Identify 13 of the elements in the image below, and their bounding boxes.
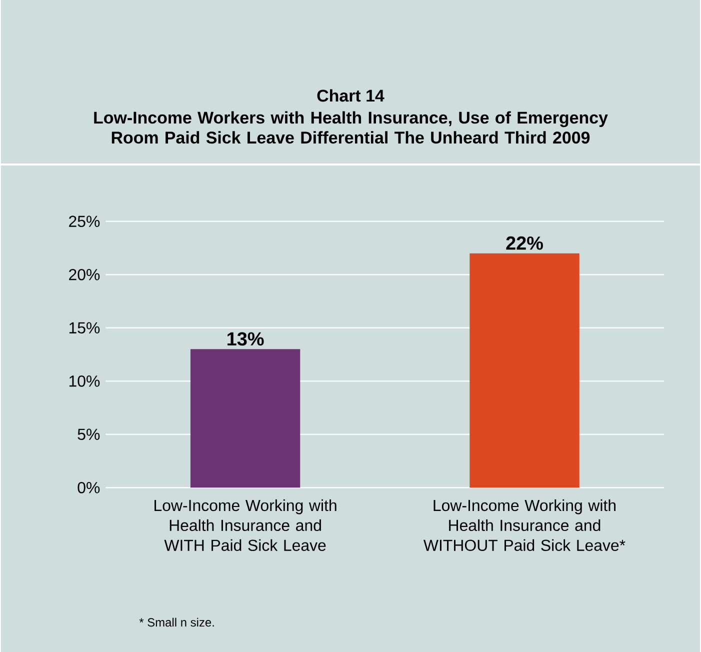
x-tick-label: Low-Income Working with Health Insurance and WITH Paid Sick Leave (154, 499, 336, 551)
y-tick-label: 15% (69, 322, 100, 334)
y-tick-label: 20% (69, 268, 100, 280)
y-tick-label: 25% (69, 216, 100, 227)
y-tick-label: 10% (69, 375, 100, 387)
chart-title: Chart 14 (317, 89, 384, 102)
chart-subtitle: Low-Income Workers with Health Insurance, Use of Emergency Room Paid Sick Leave Differential The Unheard Third 2009 (94, 111, 608, 144)
data-label: 22% (506, 236, 543, 250)
text: * Small n size. (139, 618, 214, 627)
y-tick-label: 5% (78, 428, 100, 440)
y-tick-label: 0% (78, 482, 100, 494)
x-tick-label: Low-Income Working with Health Insurance and WITHOUT Paid Sick Leave* (424, 499, 626, 551)
data-label: 13% (228, 332, 264, 346)
